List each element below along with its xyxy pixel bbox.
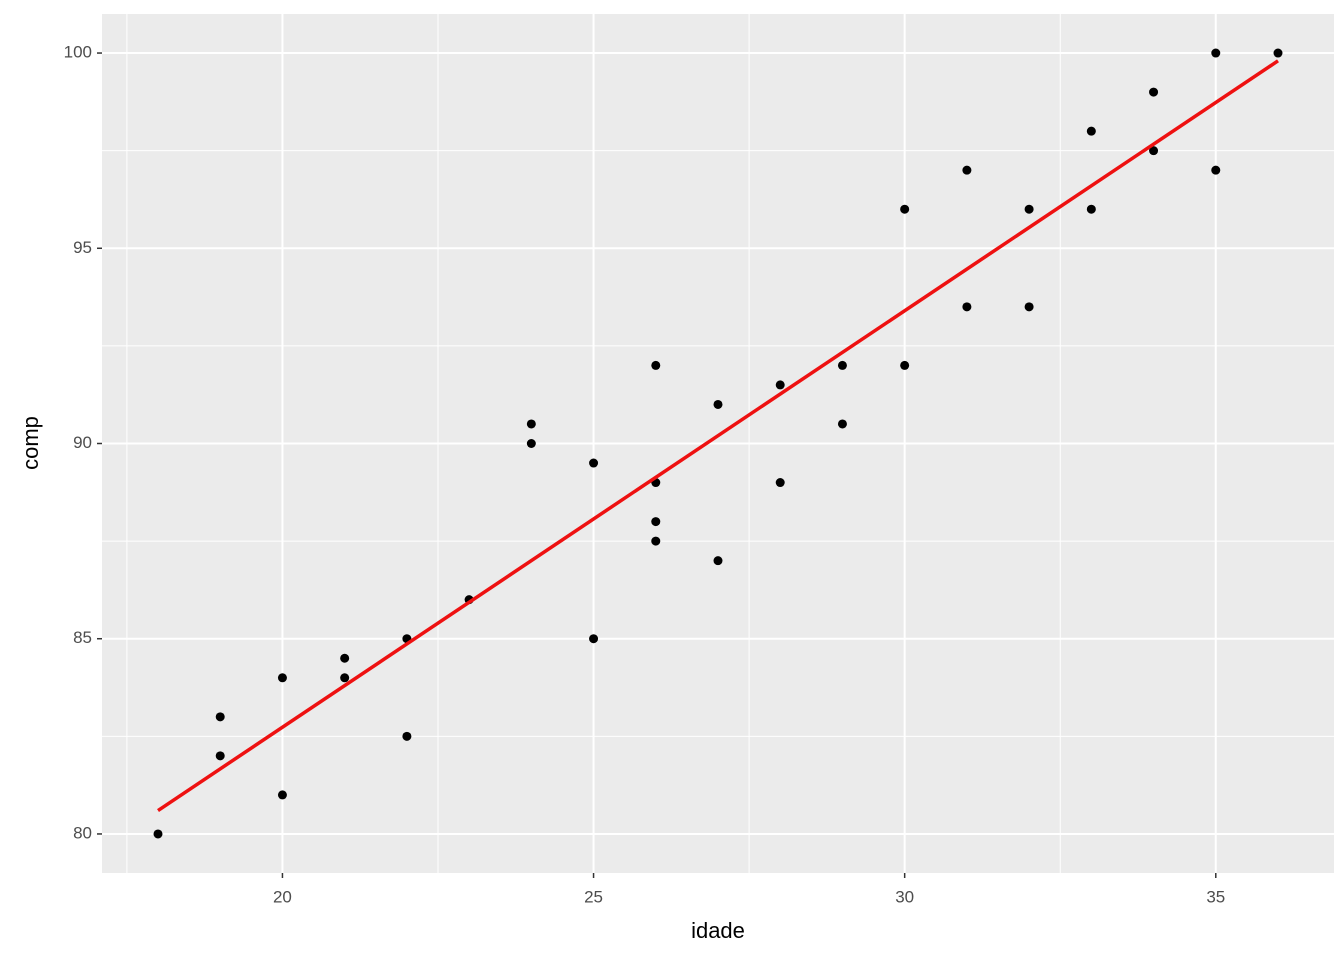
point — [1086, 204, 1096, 214]
x-tick-label: 30 — [895, 887, 914, 906]
point — [589, 634, 599, 644]
point — [651, 536, 661, 546]
point — [837, 360, 847, 370]
x-tick-label: 35 — [1206, 887, 1225, 906]
point — [1149, 87, 1159, 97]
point — [713, 556, 723, 566]
point — [962, 165, 972, 175]
point — [713, 399, 723, 409]
point — [1086, 126, 1096, 136]
x-tick-label: 25 — [584, 887, 603, 906]
point — [215, 751, 225, 761]
point — [277, 790, 287, 800]
point — [277, 673, 287, 683]
trend-line — [157, 59, 1279, 812]
point — [153, 829, 163, 839]
point — [526, 439, 536, 448]
x-axis-title: idade — [691, 918, 745, 943]
point — [651, 517, 661, 527]
point — [1024, 204, 1034, 214]
point — [340, 673, 350, 683]
point — [1024, 302, 1034, 312]
point — [1273, 48, 1283, 58]
y-tick-label: 95 — [73, 238, 92, 257]
y-tick-label: 90 — [73, 433, 92, 452]
x-tick-label: 20 — [273, 887, 292, 906]
point — [1211, 48, 1221, 58]
point — [962, 302, 972, 312]
point — [775, 380, 785, 390]
point — [651, 360, 661, 370]
y-axis-title: comp — [18, 416, 43, 470]
point — [1149, 146, 1159, 156]
point — [775, 478, 785, 488]
y-tick-label: 80 — [73, 823, 92, 842]
point — [837, 419, 847, 429]
point — [340, 653, 350, 663]
point — [900, 360, 910, 370]
point — [589, 458, 599, 468]
point — [526, 419, 536, 429]
y-tick-label: 100 — [64, 43, 92, 62]
point — [215, 712, 225, 722]
y-tick-label: 85 — [73, 628, 92, 647]
point — [900, 204, 910, 214]
point — [1211, 165, 1221, 175]
point — [402, 731, 412, 741]
